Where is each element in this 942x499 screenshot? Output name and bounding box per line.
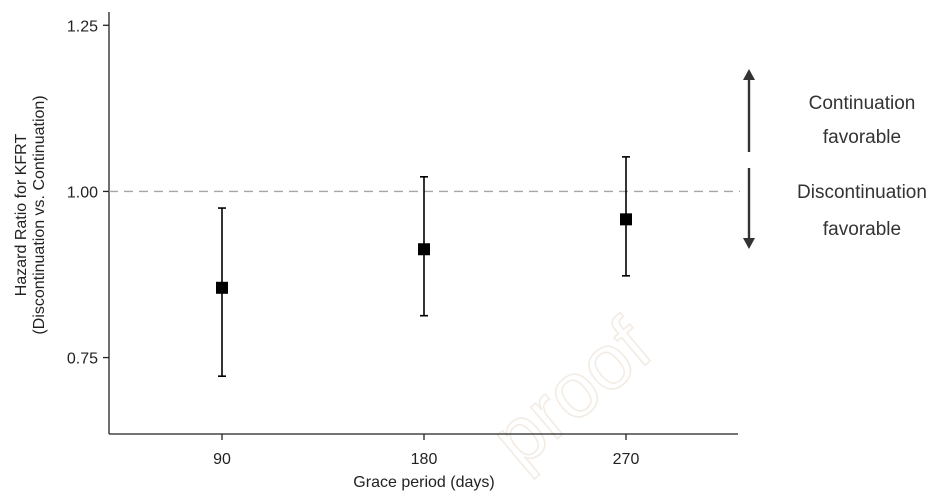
y-ticks: 0.75 1.00 1.25 <box>67 18 109 368</box>
x-tick-label: 270 <box>613 451 640 468</box>
discontinuation-favorable-line-2: favorable <box>823 219 901 240</box>
data-points <box>216 156 632 377</box>
x-tick-label: 90 <box>213 451 231 468</box>
point-marker <box>620 213 632 226</box>
point-marker <box>418 243 430 256</box>
favorable-arrows <box>743 69 755 249</box>
continuation-favorable-line-1: Continuation <box>809 93 916 114</box>
x-tick-label: 180 <box>411 451 438 468</box>
down-arrow-head <box>743 238 755 249</box>
y-axis-title-line-2: (Discontinuation vs. Continuation) <box>31 95 48 334</box>
y-axis-title: Hazard Ratio for KFRT (Discontinuation v… <box>13 95 48 334</box>
x-axis-title: Grace period (days) <box>353 474 494 491</box>
point-marker <box>216 281 228 294</box>
x-ticks: 90 180 270 <box>213 434 639 468</box>
discontinuation-favorable-line-1: Discontinuation <box>797 182 927 203</box>
y-tick-label: 0.75 <box>67 351 98 368</box>
y-tick-label: 1.25 <box>67 18 98 35</box>
y-tick-label: 1.00 <box>67 184 98 201</box>
continuation-favorable-line-2: favorable <box>823 127 901 148</box>
y-axis-title-line-1: Hazard Ratio for KFRT <box>13 134 30 297</box>
up-arrow-head <box>743 69 755 80</box>
